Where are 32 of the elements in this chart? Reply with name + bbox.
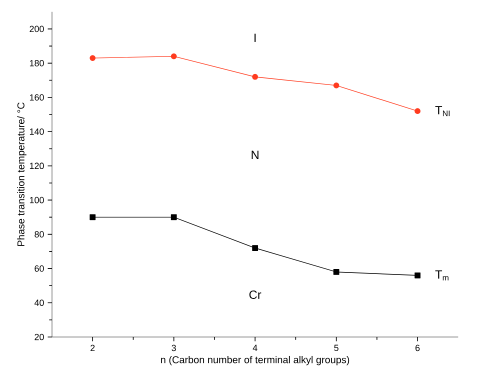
point — [414, 108, 420, 114]
series-label: T$_{m}$ — [435, 270, 448, 280]
point — [170, 214, 177, 220]
y-axis-title: Phase transition temperature/ °C — [17, 102, 26, 246]
point — [90, 55, 96, 61]
y-tick-label: 120 — [30, 162, 44, 170]
point — [333, 269, 340, 275]
annotation: N — [252, 150, 258, 160]
y-tick-label: 20 — [34, 334, 44, 340]
annotation: Cr — [249, 290, 262, 299]
y-tick-label: 180 — [30, 60, 44, 66]
point — [252, 74, 258, 80]
point — [90, 214, 96, 220]
x-axis-title: n (Carbon number of terminal alkyl groups) — [161, 356, 350, 366]
x-tick-label: 3 — [172, 344, 176, 352]
x-tick-label: 6 — [416, 344, 420, 352]
y-tick-label: 80 — [34, 231, 44, 238]
series-label: T$_{NI}$ — [435, 106, 450, 116]
y-tick-label: 140 — [30, 128, 44, 135]
x-tick-label: 4 — [252, 344, 258, 351]
point — [170, 53, 177, 60]
y-tick-label: 160 — [30, 94, 44, 101]
y-tick-label: 200 — [30, 26, 44, 32]
y-tick-label: 100 — [30, 196, 44, 204]
point — [333, 82, 340, 88]
y-tick-label: 40 — [34, 300, 44, 306]
x-tick-label: 2 — [90, 344, 95, 352]
annotation: I — [254, 34, 256, 42]
x-tick-label: 5 — [334, 344, 338, 352]
y-tick-label: 60 — [34, 265, 44, 272]
point — [414, 272, 420, 278]
point — [252, 245, 258, 251]
